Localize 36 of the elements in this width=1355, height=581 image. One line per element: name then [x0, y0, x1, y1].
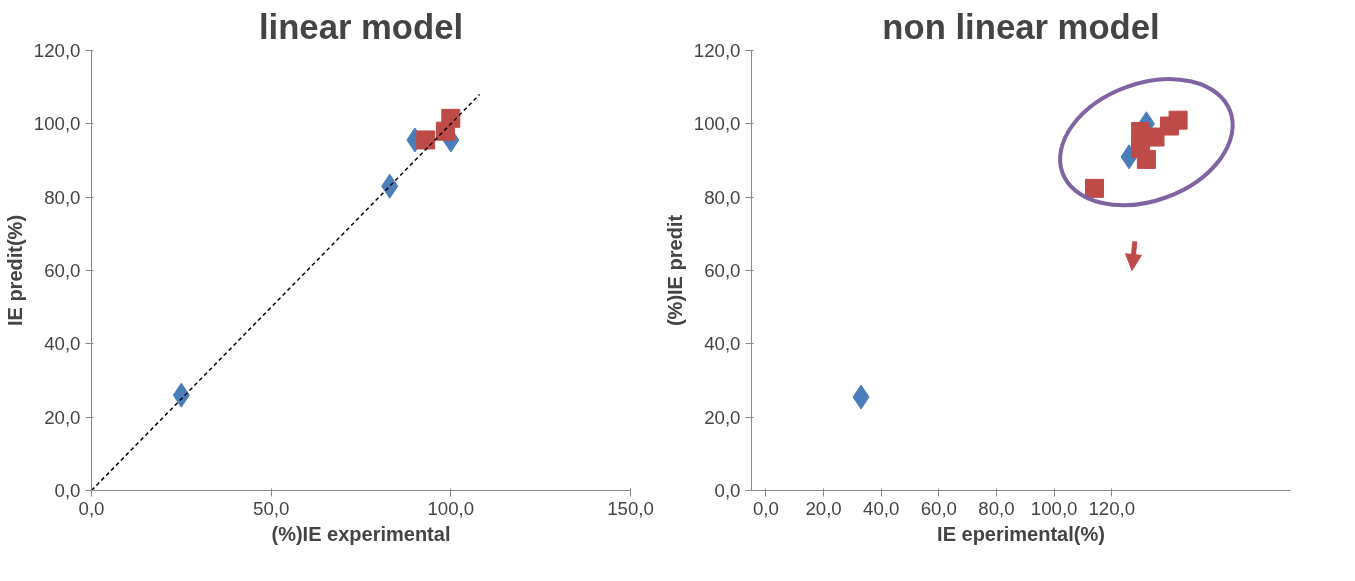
y-tick-label: 20,0	[44, 406, 81, 428]
point	[1136, 149, 1156, 169]
x-tick-label: 150,0	[607, 497, 654, 519]
y-axis-title: IE predit(%)	[3, 214, 26, 327]
x-axis-title: IE eperimental(%)	[937, 522, 1105, 545]
point	[1085, 178, 1104, 198]
y-tick-label: 120,0	[693, 40, 741, 61]
y-tick-label: 20,0	[704, 406, 741, 428]
y-tick-label: 120,0	[33, 40, 81, 61]
x-tick-label: 40,0	[863, 497, 900, 519]
point	[441, 108, 461, 128]
x-tick-label: 60,0	[920, 497, 958, 519]
y-tick-label: 100,0	[33, 113, 81, 135]
x-tick-label: 50,0	[253, 497, 290, 519]
point	[1168, 110, 1188, 130]
x-tick-label: 20,0	[805, 497, 842, 519]
y-tick-label: 40,0	[704, 333, 741, 355]
x-tick-label: 100,0	[427, 497, 475, 519]
y-axis-title: (%)IE predit	[663, 214, 686, 327]
point	[416, 130, 436, 150]
y-tick-label: 60,0	[44, 260, 81, 281]
x-tick-label: 100,0	[1030, 497, 1078, 519]
chart-title: linear model	[258, 7, 464, 46]
y-tick-label: 0,0	[54, 480, 81, 501]
y-tick-label: 40,0	[44, 333, 81, 355]
y-tick-label: 0,0	[714, 480, 741, 501]
x-tick-label: 0,0	[752, 497, 779, 519]
x-tick-label: 120,0	[1088, 497, 1136, 519]
y-tick-label: 80,0	[704, 186, 741, 208]
x-tick-label: 0,0	[78, 497, 105, 519]
y-tick-label: 60,0	[704, 260, 741, 281]
chart-title: non linear model	[882, 7, 1160, 46]
x-tick-label: 80,0	[978, 497, 1015, 519]
y-tick-label: 80,0	[44, 186, 81, 208]
x-axis-title: (%)IE experimental	[271, 522, 451, 545]
y-tick-label: 100,0	[693, 113, 741, 135]
